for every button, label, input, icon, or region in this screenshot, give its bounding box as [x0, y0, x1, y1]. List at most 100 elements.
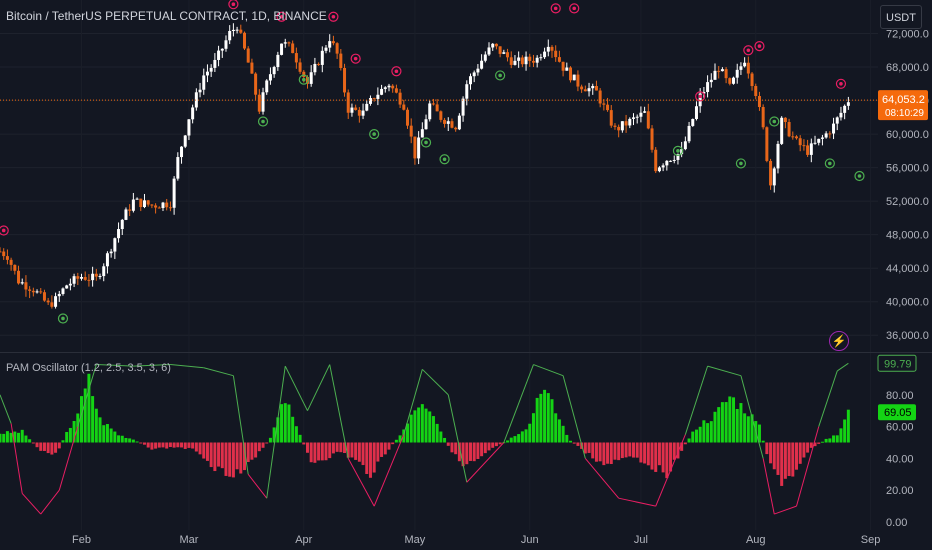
- sell-signal-marker: [569, 3, 580, 14]
- histogram-bar: [683, 442, 687, 445]
- histogram-bar: [661, 442, 665, 473]
- histogram-bar: [228, 442, 232, 477]
- histogram-bar: [420, 404, 424, 443]
- histogram-bar: [217, 442, 221, 467]
- histogram-bar: [672, 442, 676, 460]
- histogram-bar: [124, 437, 128, 443]
- histogram-bar: [520, 431, 524, 443]
- histogram-bar: [187, 442, 191, 448]
- candle-body: [631, 117, 635, 119]
- oscillator-line-segment: [684, 365, 709, 435]
- candle-body: [50, 302, 54, 307]
- histogram-bar: [706, 423, 710, 443]
- histogram-bar: [180, 442, 184, 448]
- histogram-bar: [528, 423, 532, 443]
- histogram-bar: [569, 440, 573, 443]
- candle-body: [331, 41, 335, 44]
- histogram-bar: [772, 442, 776, 470]
- candle-body: [135, 198, 139, 200]
- histogram-bar: [213, 442, 217, 472]
- price-tick-label: 36,000.0: [886, 330, 929, 342]
- currency-button[interactable]: USDT: [880, 5, 922, 29]
- histogram-bar: [546, 393, 550, 443]
- histogram-bar: [439, 431, 443, 443]
- oscillator-line-segment: [77, 364, 97, 427]
- buy-signal-marker: [420, 137, 432, 148]
- time-label: Jun: [521, 534, 539, 546]
- candle-body: [506, 52, 510, 58]
- candle-body: [265, 80, 269, 93]
- candle-body: [806, 145, 810, 155]
- histogram-bar: [669, 442, 673, 472]
- candle-body: [87, 279, 91, 281]
- histogram-bar: [128, 438, 132, 443]
- candle-body: [28, 289, 32, 291]
- histogram-bar: [376, 442, 380, 462]
- histogram-bar: [713, 411, 717, 443]
- histogram-bar: [694, 429, 698, 443]
- oscillator-line-segment: [58, 426, 79, 491]
- time-label: Aug: [746, 534, 766, 546]
- histogram-bar: [817, 442, 821, 444]
- candle-body: [420, 129, 424, 138]
- histogram-bar: [198, 442, 202, 455]
- candle-body: [350, 107, 354, 113]
- buy-signal-dot: [442, 157, 447, 162]
- sell-signal-marker: [754, 40, 765, 52]
- histogram-bar: [94, 408, 98, 443]
- sell-signal-marker: [276, 11, 287, 22]
- candle-body: [772, 168, 776, 186]
- candle-body: [687, 125, 691, 142]
- histogram-bar: [513, 436, 517, 443]
- oscillator-line-segment: [421, 368, 449, 396]
- candle-body: [498, 46, 502, 54]
- buy-signal-marker: [257, 116, 269, 127]
- histogram-bar: [646, 442, 650, 466]
- signal-markers: [0, 0, 865, 324]
- candle-body: [654, 149, 658, 172]
- histogram-bar: [39, 442, 43, 451]
- histogram-bar: [606, 442, 610, 464]
- sell-signal-dot: [231, 2, 236, 6]
- histogram-bar: [383, 442, 387, 455]
- histogram-bar: [54, 442, 58, 453]
- candle-body: [494, 43, 498, 47]
- histogram-bar: [750, 414, 754, 443]
- candle-body: [42, 292, 46, 301]
- candle-body: [142, 200, 146, 208]
- time-label: May: [405, 534, 426, 546]
- candle-body: [202, 75, 206, 90]
- candle-body: [305, 76, 309, 84]
- candle-body: [91, 273, 95, 281]
- histogram-bar: [746, 416, 750, 443]
- lightning-bolt-icon[interactable]: ⚡: [829, 331, 849, 351]
- candle-body: [283, 42, 287, 44]
- histogram-bar: [435, 423, 439, 443]
- histogram-bar: [83, 388, 87, 443]
- grid-lines: [0, 33, 878, 336]
- candle-body: [565, 67, 569, 71]
- histogram-bar: [820, 441, 824, 443]
- candle-body: [317, 63, 321, 65]
- candle-body: [76, 276, 80, 279]
- candle-body: [643, 111, 647, 113]
- histogram-bar: [791, 442, 795, 477]
- candle-body: [294, 53, 298, 63]
- histogram-bar: [609, 442, 613, 465]
- candle-body: [128, 209, 132, 211]
- oscillator-line-segment: [403, 369, 423, 435]
- histogram-bar: [335, 442, 339, 452]
- candle-body: [620, 121, 624, 131]
- candle-body: [598, 90, 602, 104]
- candle-body: [791, 136, 795, 138]
- candle-body: [198, 89, 202, 93]
- candle-body: [31, 290, 35, 293]
- histogram-bar: [665, 442, 669, 479]
- candle-body: [443, 119, 447, 124]
- histogram-bar: [757, 424, 761, 443]
- candle-body: [694, 106, 698, 120]
- histogram-bar: [787, 442, 791, 476]
- histogram-bar: [398, 435, 402, 443]
- histogram-bar: [194, 442, 198, 452]
- histogram-bar: [324, 442, 328, 461]
